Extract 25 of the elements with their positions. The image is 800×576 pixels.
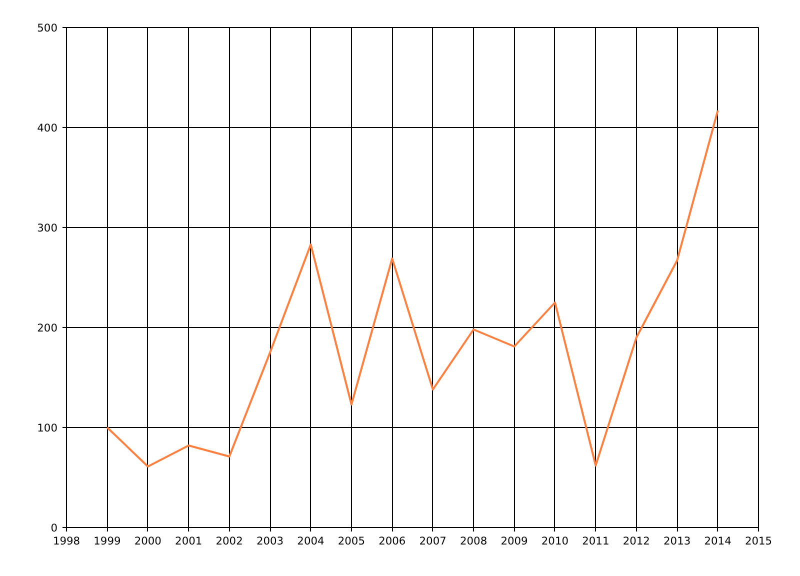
x-tick-label: 1999	[94, 534, 121, 548]
x-tick-label: 2010	[541, 534, 569, 548]
y-tick-label: 500	[37, 22, 58, 34]
y-tick-label: 200	[37, 322, 58, 334]
x-tick-label: 2003	[256, 534, 284, 548]
line-series	[106, 110, 719, 468]
x-tick-label: 2002	[216, 534, 243, 548]
y-tick-label: 100	[37, 422, 58, 434]
x-tick-label: 2013	[664, 534, 691, 548]
x-tick-label: 2015	[744, 534, 772, 548]
x-tick-label: 2009	[500, 534, 528, 548]
x-tick-label: 2007	[419, 534, 446, 548]
x-tick-label: 2000	[134, 534, 162, 548]
x-tick-label: 2006	[378, 534, 406, 548]
x-tick-label: 2005	[338, 534, 366, 548]
x-tick-label: 1998	[52, 534, 80, 548]
x-tick-label: 2001	[175, 534, 202, 548]
x-tick-label: 2004	[297, 534, 325, 548]
x-tick-label: 2012	[622, 534, 650, 548]
y-tick-label: 400	[37, 122, 58, 134]
y-tick-label: 300	[37, 222, 58, 234]
x-tick-label: 2008	[460, 534, 488, 548]
y-tick-label: 0	[50, 522, 58, 534]
x-tick-label: 2011	[582, 534, 610, 548]
x-tick-label: 2014	[704, 534, 732, 548]
